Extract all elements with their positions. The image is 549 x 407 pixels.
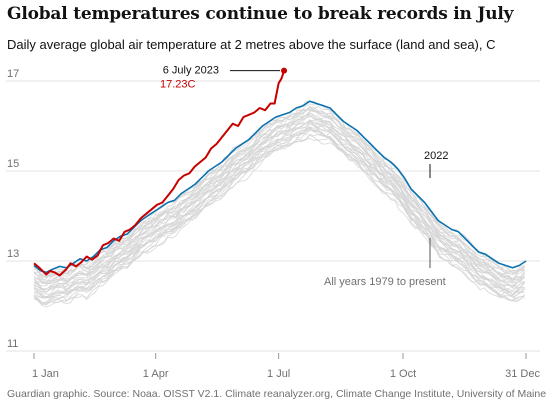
- background-year-line: [33, 106, 526, 285]
- annotation-layer: 6 July 2023 17.23C 2022 All years 1979 to p…: [160, 65, 448, 288]
- background-year-line: [33, 109, 525, 279]
- page-subtitle: Daily average global air temperature at …: [7, 37, 496, 52]
- background-year-line: [33, 119, 525, 299]
- background-year-line: [33, 106, 525, 284]
- background-year-line: [33, 126, 525, 304]
- series-line-2023: [33, 70, 286, 277]
- y-tick-label: 15: [7, 158, 19, 170]
- y-tick-label: 13: [7, 248, 19, 260]
- x-tick-label: 1 Apr: [143, 368, 169, 380]
- record-value-label: 17.23C: [160, 79, 196, 91]
- background-year-line: [33, 112, 525, 290]
- background-year-line: [33, 100, 525, 278]
- all-years-label: All years 1979 to present: [324, 276, 446, 288]
- axis-layer: 11 13 15 17 1 Jan 1 Apr 1 Jul 1 Oct 31 Dec: [7, 68, 540, 380]
- source-note: Guardian graphic. Source: Noaa. OISST V2…: [7, 388, 547, 400]
- background-year-line: [33, 105, 525, 279]
- y-tick-label: 11: [7, 338, 18, 350]
- x-tick-label: 1 Oct: [390, 368, 416, 380]
- x-tick-label: 1 Jan: [32, 368, 59, 380]
- series-lines: [33, 70, 527, 277]
- record-marker: [281, 67, 288, 74]
- label-2022: 2022: [424, 150, 448, 162]
- y-tick-label: 17: [7, 68, 19, 80]
- background-years-lines: [33, 100, 526, 308]
- page-title: Global temperatures continue to break re…: [7, 4, 514, 24]
- grid-layer: [6, 80, 540, 352]
- x-tick-label: 1 Jul: [267, 368, 290, 380]
- x-tick-label: 31 Dec: [505, 368, 540, 380]
- record-date-label: 6 July 2023: [163, 65, 219, 77]
